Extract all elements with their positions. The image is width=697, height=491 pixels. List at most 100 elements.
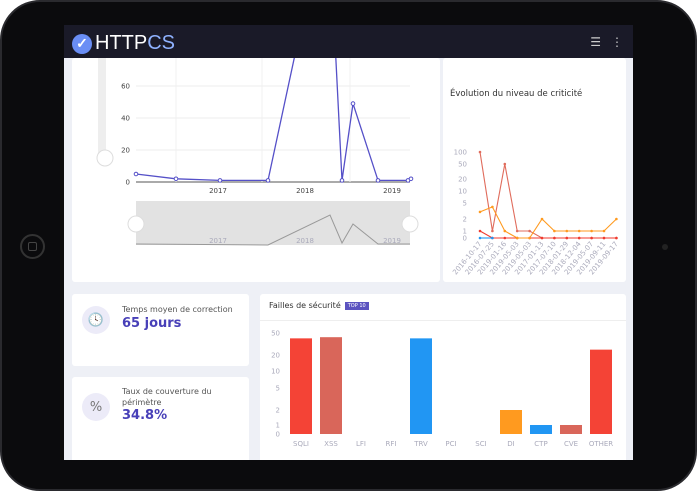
vulnerabilities-card: Failles de sécurité TOP 10 50 20 10 5 2 1 0 SQLI… (260, 294, 626, 460)
criticity-title: Évolution du niveau de criticité (450, 89, 583, 99)
navigator-label: 2018 (296, 237, 314, 245)
x-tick-label: TRV (413, 440, 428, 448)
bar (320, 337, 342, 434)
check-icon: ✓ (72, 33, 92, 54)
data-point (602, 236, 606, 240)
screen: ✓ HTTP CS ☰ ⋮ 0 20 40 60 2017 2018 2019 2017 2018 20… (64, 25, 633, 460)
data-point (491, 205, 494, 209)
data-point (615, 217, 618, 221)
clock-icon: 🕓 (82, 306, 110, 334)
data-point (528, 229, 531, 233)
y-tick-label: 1 (463, 228, 467, 236)
bar (290, 338, 312, 434)
data-point (577, 229, 581, 233)
app-header: ✓ HTTP CS ☰ ⋮ (64, 25, 633, 58)
navigator-label: 2017 (209, 237, 227, 245)
x-tick-label: CVE (564, 440, 578, 448)
series-line (135, 25, 412, 182)
top10-badge: TOP 10 (344, 301, 369, 310)
y-tick-label: 50 (271, 330, 280, 338)
navigator-label: 2019 (383, 237, 401, 245)
bar (500, 410, 522, 434)
bar (410, 338, 432, 434)
x-tick-label: PCI (445, 440, 456, 448)
data-point (540, 236, 544, 240)
stat-card-coverage: % Taux de couverture du périmètre 34.8% (72, 377, 249, 460)
data-point (515, 229, 519, 233)
stat-value: 65 jours (122, 316, 182, 331)
stat-label: Temps moyen de correction (122, 305, 233, 314)
stat-value: 34.8% (122, 408, 168, 423)
data-point (478, 150, 482, 154)
data-point (553, 229, 556, 233)
data-point (590, 229, 593, 233)
series-line (479, 230, 617, 239)
x-tick-label: 2019 (383, 187, 401, 195)
data-point (577, 236, 581, 240)
navigator-handle[interactable] (127, 215, 145, 233)
hamburger-icon[interactable]: ☰ (590, 35, 601, 49)
data-point (350, 101, 356, 106)
zoom-handle[interactable] (96, 149, 114, 167)
criticity-card: Évolution du niveau de criticité 100 50 20… (443, 58, 626, 282)
camera (662, 244, 668, 250)
chart-title: Failles de sécurité (269, 301, 341, 310)
vulnerabilities-bar-chart: 50 20 10 5 2 10 SQLI XSS LFI RFI TRV PCI SCI DI CTP CVE… (271, 330, 613, 449)
vertical-dots-icon[interactable]: ⋮ (611, 35, 623, 49)
data-point (265, 178, 271, 183)
x-tick-label: XSS (324, 440, 338, 448)
y-tick-label: 0 (126, 179, 130, 187)
y-tick-label: 10 (271, 368, 280, 376)
logo[interactable]: ✓ HTTP CS (72, 32, 175, 55)
x-tick-label: RFI (386, 440, 397, 448)
timeline-chart: 0 20 40 60 2017 2018 2019 2017 2018 2019 (96, 25, 419, 246)
data-point (503, 229, 507, 233)
data-point (478, 229, 482, 233)
data-point (478, 210, 482, 214)
x-tick-label: 2018 (296, 187, 314, 195)
vulnerabilities-title: Failles de sécurité TOP 10 (269, 301, 369, 310)
y-tick-label: 40 (121, 115, 130, 123)
y-tick-label: 5 (276, 385, 280, 393)
y-tick-label: 5 (463, 200, 467, 208)
timeline-card: 0 20 40 60 2017 2018 2019 2017 2018 2019 (72, 25, 440, 282)
navigator-handle[interactable] (401, 215, 419, 233)
vertical-scrollbar (98, 58, 106, 158)
navigator (136, 201, 410, 245)
bar (560, 425, 582, 434)
stat-card-correction: 🕓 Temps moyen de correction 65 jours (72, 294, 249, 366)
stat-label: Taux de couverture du périmètre (122, 387, 212, 407)
home-button[interactable] (20, 234, 45, 259)
divider (260, 320, 626, 321)
data-point (491, 229, 494, 233)
y-tick-label: 2 (276, 407, 280, 415)
x-tick-label: CTP (534, 440, 547, 448)
logo-text: HTTP (95, 32, 148, 54)
y-tick-label: 0 (463, 235, 467, 243)
series-line (479, 206, 617, 239)
bar (530, 425, 552, 434)
y-tick-label: 60 (121, 83, 130, 91)
data-point (408, 176, 414, 182)
y-tick-label: 20 (458, 176, 467, 184)
y-tick-label: 0 (276, 431, 280, 439)
navigator-line (135, 214, 410, 246)
data-point (590, 236, 593, 240)
criticity-chart: 10050201052102016-10-172016-07-252019-01… (451, 149, 620, 277)
bar (590, 349, 612, 434)
data-point (491, 236, 494, 240)
y-tick-label: 1 (276, 422, 280, 430)
data-point (173, 176, 179, 182)
data-point (540, 217, 544, 221)
y-tick-label: 100 (454, 149, 467, 157)
data-point (615, 236, 618, 240)
data-point (503, 236, 507, 240)
data-point (503, 162, 507, 166)
y-tick-label: 20 (271, 352, 280, 360)
data-point (602, 229, 606, 233)
x-tick-label: DI (507, 440, 514, 448)
x-tick-label: SQLI (293, 440, 309, 448)
data-point (133, 171, 139, 177)
data-point (515, 236, 519, 240)
y-tick-label: 50 (458, 161, 467, 169)
